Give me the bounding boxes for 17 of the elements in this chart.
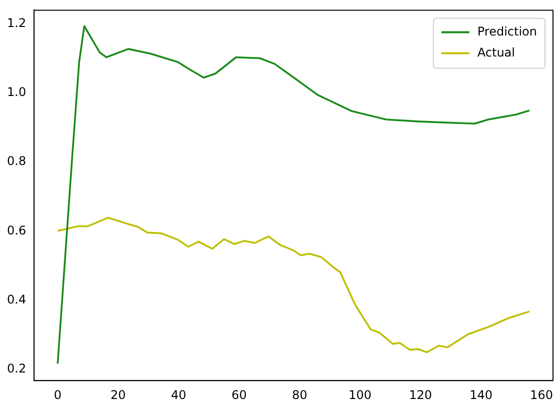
x-tick-label: 60 [231, 388, 247, 402]
x-tick-label: 140 [470, 388, 492, 402]
x-tick-label: 40 [170, 388, 186, 402]
x-tick-label: 100 [348, 388, 372, 402]
legend-label: Actual [477, 45, 515, 60]
y-tick-label: 0.4 [6, 292, 26, 306]
x-tick-label: 20 [110, 388, 126, 402]
x-tick-label: 0 [54, 388, 62, 402]
y-tick-label: 1.2 [6, 16, 26, 30]
legend-label: Prediction [477, 24, 538, 38]
x-tick-label: 80 [292, 388, 308, 402]
x-tick-label: 160 [530, 388, 553, 402]
y-tick-label: 0.6 [6, 223, 26, 238]
y-tick-label: 0.8 [6, 154, 26, 168]
y-tick-label: 0.2 [6, 362, 26, 376]
x-tick-label: 120 [409, 388, 432, 402]
y-tick-label: 1.0 [6, 84, 26, 99]
